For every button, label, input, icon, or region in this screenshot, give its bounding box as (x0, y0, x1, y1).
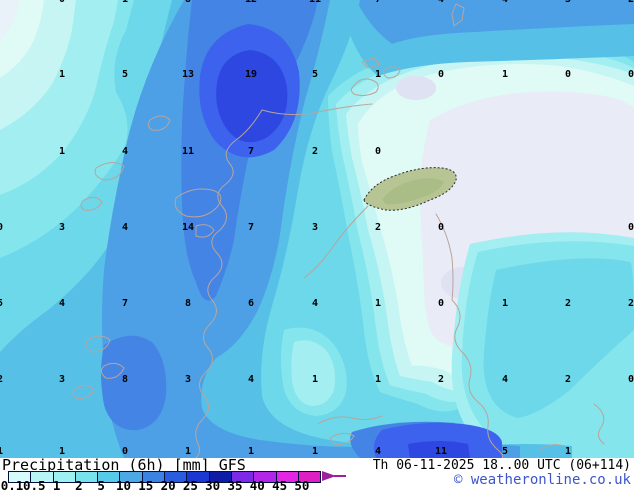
precip-band-10-15mm-bottomleft (101, 335, 167, 431)
scale-cell-0.1 (9, 472, 32, 482)
color-scale-bar (8, 471, 322, 483)
precip-band-20mm-core (216, 50, 288, 143)
coastline-bottom-left (317, 415, 383, 445)
scale-label-0.5: 0.5 (23, 478, 46, 490)
scale-label-2: 2 (75, 478, 83, 490)
scale-cell-20 (165, 472, 188, 482)
copyright-link[interactable]: © weatheronline.co.uk (453, 472, 631, 488)
precipitation-map (0, 0, 634, 459)
scale-cell-10 (120, 472, 143, 482)
coastline-east-coast (435, 213, 503, 459)
color-scale-labels: 0.1 0.5 1 2 5 10 15 20 25 30 35 40 45 50 (0, 478, 360, 490)
coastlines (72, 3, 605, 459)
coastline-west-coast (195, 109, 263, 459)
scale-label-20: 20 (160, 478, 176, 490)
scale-label-40: 40 (249, 478, 265, 490)
scale-label-50: 50 (294, 478, 310, 490)
scale-label-1: 1 (52, 478, 61, 490)
scale-cell-30 (209, 472, 232, 482)
scale-cell-2 (75, 472, 99, 482)
scale-cell-35 (231, 472, 255, 482)
precip-band-15-20mm-bottomblob (374, 422, 502, 458)
scale-cell-45 (276, 472, 299, 482)
legend-title: Precipitation (6h) [mm] GFS (2, 456, 246, 474)
scale-cell-40 (254, 472, 277, 482)
scale-cell-0.5 (31, 472, 54, 482)
scale-cell-50 (298, 472, 321, 482)
coastline-inner-isles (174, 188, 222, 238)
scale-label-10: 10 (115, 478, 132, 490)
precip-band-0mm-corner (0, 0, 20, 40)
coastline-shetland (451, 3, 465, 27)
scale-label-45: 45 (272, 478, 288, 490)
precip-patch-driest-2 (396, 76, 436, 100)
land-island-shading (382, 178, 444, 205)
legend-strip: Precipitation (6h) [mm] GFS 0.1 0.5 1 2 5 10 1… (0, 458, 634, 490)
forecast-datetime: Th 06-11-2025 18..00 UTC (06+114) (372, 458, 631, 473)
scale-label-35: 35 (227, 478, 243, 490)
coastline-north-coast (261, 103, 373, 116)
scale-cell-25 (187, 472, 210, 482)
scale-cell-1 (53, 472, 76, 482)
precip-band-20mm-bottomcore (408, 441, 470, 458)
coastline-bottom-right (539, 403, 605, 451)
scale-arrow-tail (334, 475, 346, 477)
precipitation-map-svg (0, 0, 634, 459)
scale-cell-5 (98, 472, 121, 482)
scale-arrow-icon (322, 471, 336, 481)
scale-cell-15 (142, 472, 166, 482)
scale-label-0.1: 0.1 (0, 478, 24, 490)
scale-label-30: 30 (205, 478, 221, 490)
precip-band-1mm-tongue (291, 340, 335, 406)
coastline-hebrides (72, 115, 171, 399)
scale-label-15: 15 (138, 478, 154, 490)
scale-label-5: 5 (97, 478, 105, 490)
coastline-moray-southwest (303, 205, 369, 279)
precip-band-5mm-bottomright (483, 258, 634, 418)
coastline-orkney (350, 57, 401, 97)
precip-band-7-10mm-topright (356, 0, 634, 44)
scale-label-25: 25 (182, 478, 198, 490)
